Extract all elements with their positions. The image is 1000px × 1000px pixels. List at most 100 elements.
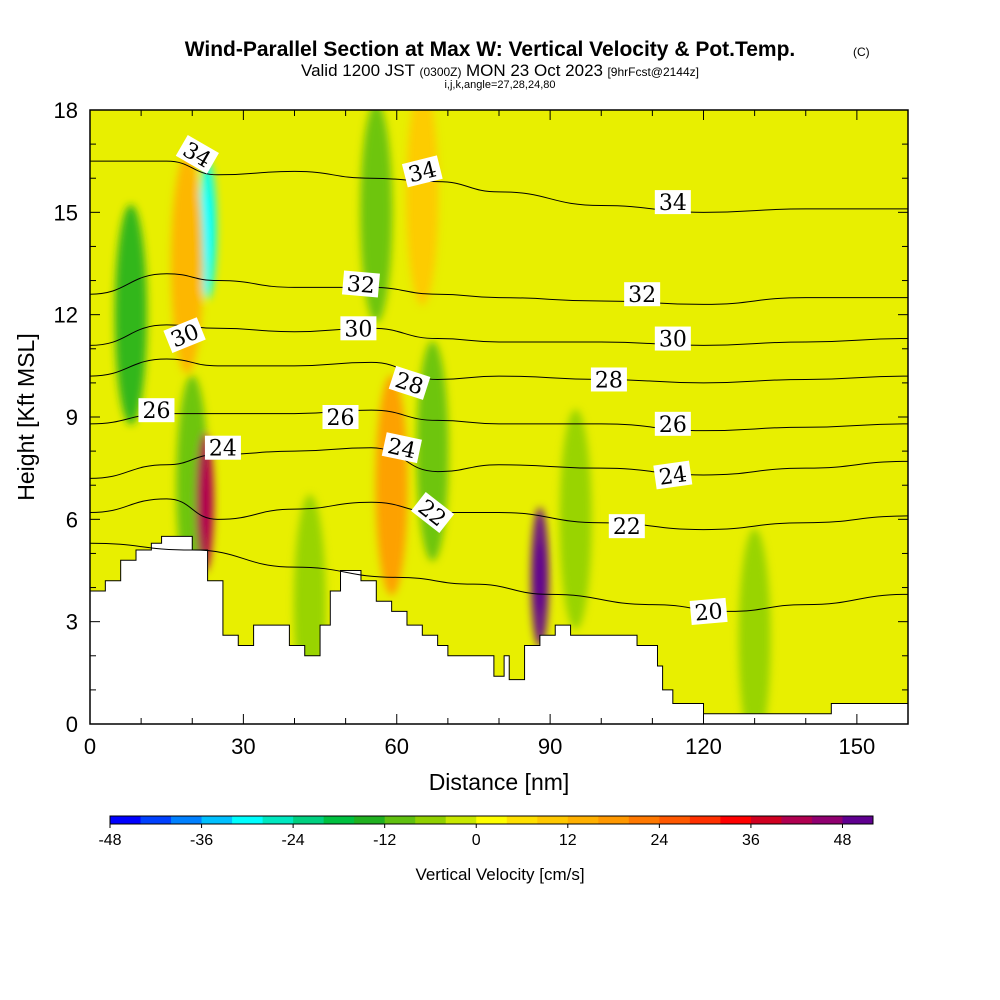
y-tick-label: 18 — [54, 98, 78, 123]
x-tick-label: 120 — [685, 734, 722, 759]
colorbar-swatch — [506, 816, 538, 824]
colorbar-tick-label: -36 — [190, 832, 213, 849]
colorbar-tick-label: 12 — [559, 832, 577, 849]
contour-label-box — [608, 514, 645, 539]
contour-label-box — [381, 432, 422, 464]
colorbar-tick-label: -12 — [373, 832, 396, 849]
y-tick-label: 9 — [66, 405, 78, 430]
contour-label-box — [654, 190, 691, 215]
chart-subtitle2: i,j,k,angle=27,28,24,80 — [444, 79, 555, 91]
subtitle-utc: (0300Z) — [419, 65, 461, 79]
chart-title: Wind-Parallel Section at Max W: Vertical… — [185, 38, 796, 61]
contour-label-box — [654, 326, 691, 351]
x-tick-label: 60 — [385, 734, 409, 759]
subtitle-date: MON 23 Oct 2023 — [466, 61, 603, 80]
contour-label: 26 — [138, 398, 175, 424]
colorbar-title: Vertical Velocity [cm/s] — [415, 865, 584, 884]
x-axis: 0 30 60 90 120 150 — [84, 110, 909, 759]
downdraft-cell — [738, 528, 771, 724]
contour-label-text: 26 — [327, 406, 355, 431]
contour-label: 24 — [204, 435, 241, 462]
isentrope-20 — [90, 542, 908, 612]
x-tick-label: 0 — [84, 734, 96, 759]
title-mark: (C) — [853, 45, 870, 59]
downdraft-core — [202, 194, 213, 265]
y-tick-label: 12 — [54, 303, 78, 328]
colorbar-swatch — [232, 816, 264, 824]
y-tick-label: 6 — [66, 507, 78, 532]
colorbar-swatch — [354, 816, 386, 824]
contour-label-text: 26 — [142, 399, 170, 424]
colorbar-tick-label: 0 — [472, 832, 481, 849]
isentrope-30 — [90, 324, 908, 346]
colorbar-swatch — [110, 816, 142, 824]
colorbar-swatch — [842, 816, 874, 824]
contour-label-text: 30 — [659, 328, 687, 353]
colorbar-swatch — [689, 816, 721, 824]
chart-subtitle: Valid 1200 JST (0300Z) MON 23 Oct 2023 [… — [301, 61, 699, 80]
y-axis: 0 3 6 9 12 15 18 — [54, 98, 908, 737]
colorbar-swatch — [720, 816, 752, 824]
subtitle-forecast: [9hrFcst@2144z] — [607, 65, 699, 79]
contour-label: 30 — [340, 316, 377, 342]
y-tick-label: 15 — [54, 200, 78, 225]
y-tick-label: 0 — [66, 712, 78, 737]
contour-label-box — [175, 134, 219, 174]
contour-label-text: 24 — [385, 434, 418, 464]
colorbar-swatch — [445, 816, 477, 824]
plot-background — [90, 110, 908, 724]
contour-label-text: 34 — [659, 191, 687, 216]
isentrope-34 — [90, 160, 908, 213]
contour-label-text: 32 — [628, 283, 656, 308]
colorbar-swatch — [659, 816, 691, 824]
colorbar-swatch — [476, 816, 508, 824]
y-tick-label: 3 — [66, 610, 78, 635]
colorbar-tick-label: -48 — [98, 832, 121, 849]
colorbar-tick-label: 24 — [650, 832, 668, 849]
colorbar-swatch — [628, 816, 660, 824]
colorbar-frame — [109, 815, 874, 825]
updraft-cell — [406, 110, 439, 306]
contour-label-box — [340, 316, 377, 341]
x-tick-label: 30 — [231, 734, 255, 759]
contour-label: 24 — [653, 460, 693, 491]
colorbar-swatch — [201, 816, 233, 824]
x-axis-label: Distance [nm] — [429, 769, 570, 795]
contour-label-text: 26 — [659, 413, 687, 438]
contour-label-box — [204, 435, 241, 460]
downdraft-cell — [360, 110, 393, 323]
contour-label: 20 — [689, 597, 728, 627]
colorbar-swatch — [781, 816, 813, 824]
colorbar-swatch — [384, 816, 416, 824]
colorbar-swatch — [262, 816, 294, 824]
contour-label-text: 28 — [595, 368, 623, 393]
colorbar-swatch — [140, 816, 172, 824]
contour-label: 32 — [624, 282, 661, 308]
colorbar-tick-label: 36 — [742, 832, 760, 849]
contour-label-box — [689, 597, 728, 625]
colorbar-swatch — [171, 816, 203, 824]
contour-label: 28 — [590, 367, 627, 393]
colorbar-swatch — [537, 816, 569, 824]
updraft-core — [534, 542, 545, 613]
colorbar-swatch — [323, 816, 355, 824]
contour-label-box — [401, 155, 443, 188]
downdraft-cell — [559, 409, 592, 630]
contour-label: 30 — [654, 326, 691, 353]
contour-label-box — [410, 491, 455, 534]
isentrope-32 — [90, 273, 908, 305]
subtitle-valid: Valid 1200 JST — [301, 61, 415, 80]
colorbar-swatch — [811, 816, 843, 824]
colorbar: -48 -36 -24 -12 0 12 24 36 48 — [98, 815, 874, 849]
updraft-cell — [375, 375, 408, 596]
contour-label: 22 — [608, 514, 645, 540]
isentrope-26 — [90, 409, 908, 432]
colorbar-swatch — [567, 816, 599, 824]
y-axis-label: Height [Kft MSL] — [13, 333, 39, 500]
contour-label-box — [653, 460, 693, 490]
contour-label-box — [341, 270, 380, 298]
updraft-core — [200, 467, 211, 538]
